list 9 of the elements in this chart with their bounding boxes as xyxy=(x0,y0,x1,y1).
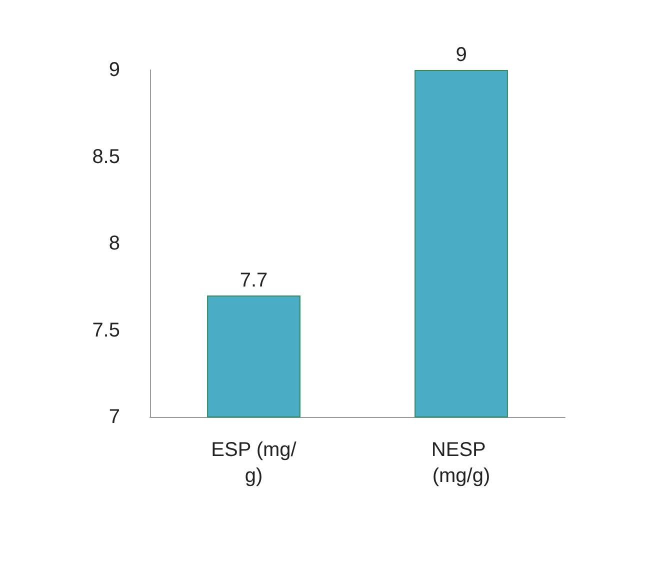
y-tick-label: 8.5 xyxy=(92,146,120,168)
x-tick-label: NESP (mg/g) xyxy=(431,439,492,487)
y-tick-label: 7.5 xyxy=(92,319,120,342)
data-label: 7.7 xyxy=(240,270,268,292)
x-tick-label: ESP (mg/g) xyxy=(211,439,297,487)
y-tick-label: 7 xyxy=(108,406,120,428)
data-label: 9 xyxy=(456,44,467,66)
y-tick-label: 8 xyxy=(108,232,120,254)
y-tick-label: 9 xyxy=(108,59,120,81)
